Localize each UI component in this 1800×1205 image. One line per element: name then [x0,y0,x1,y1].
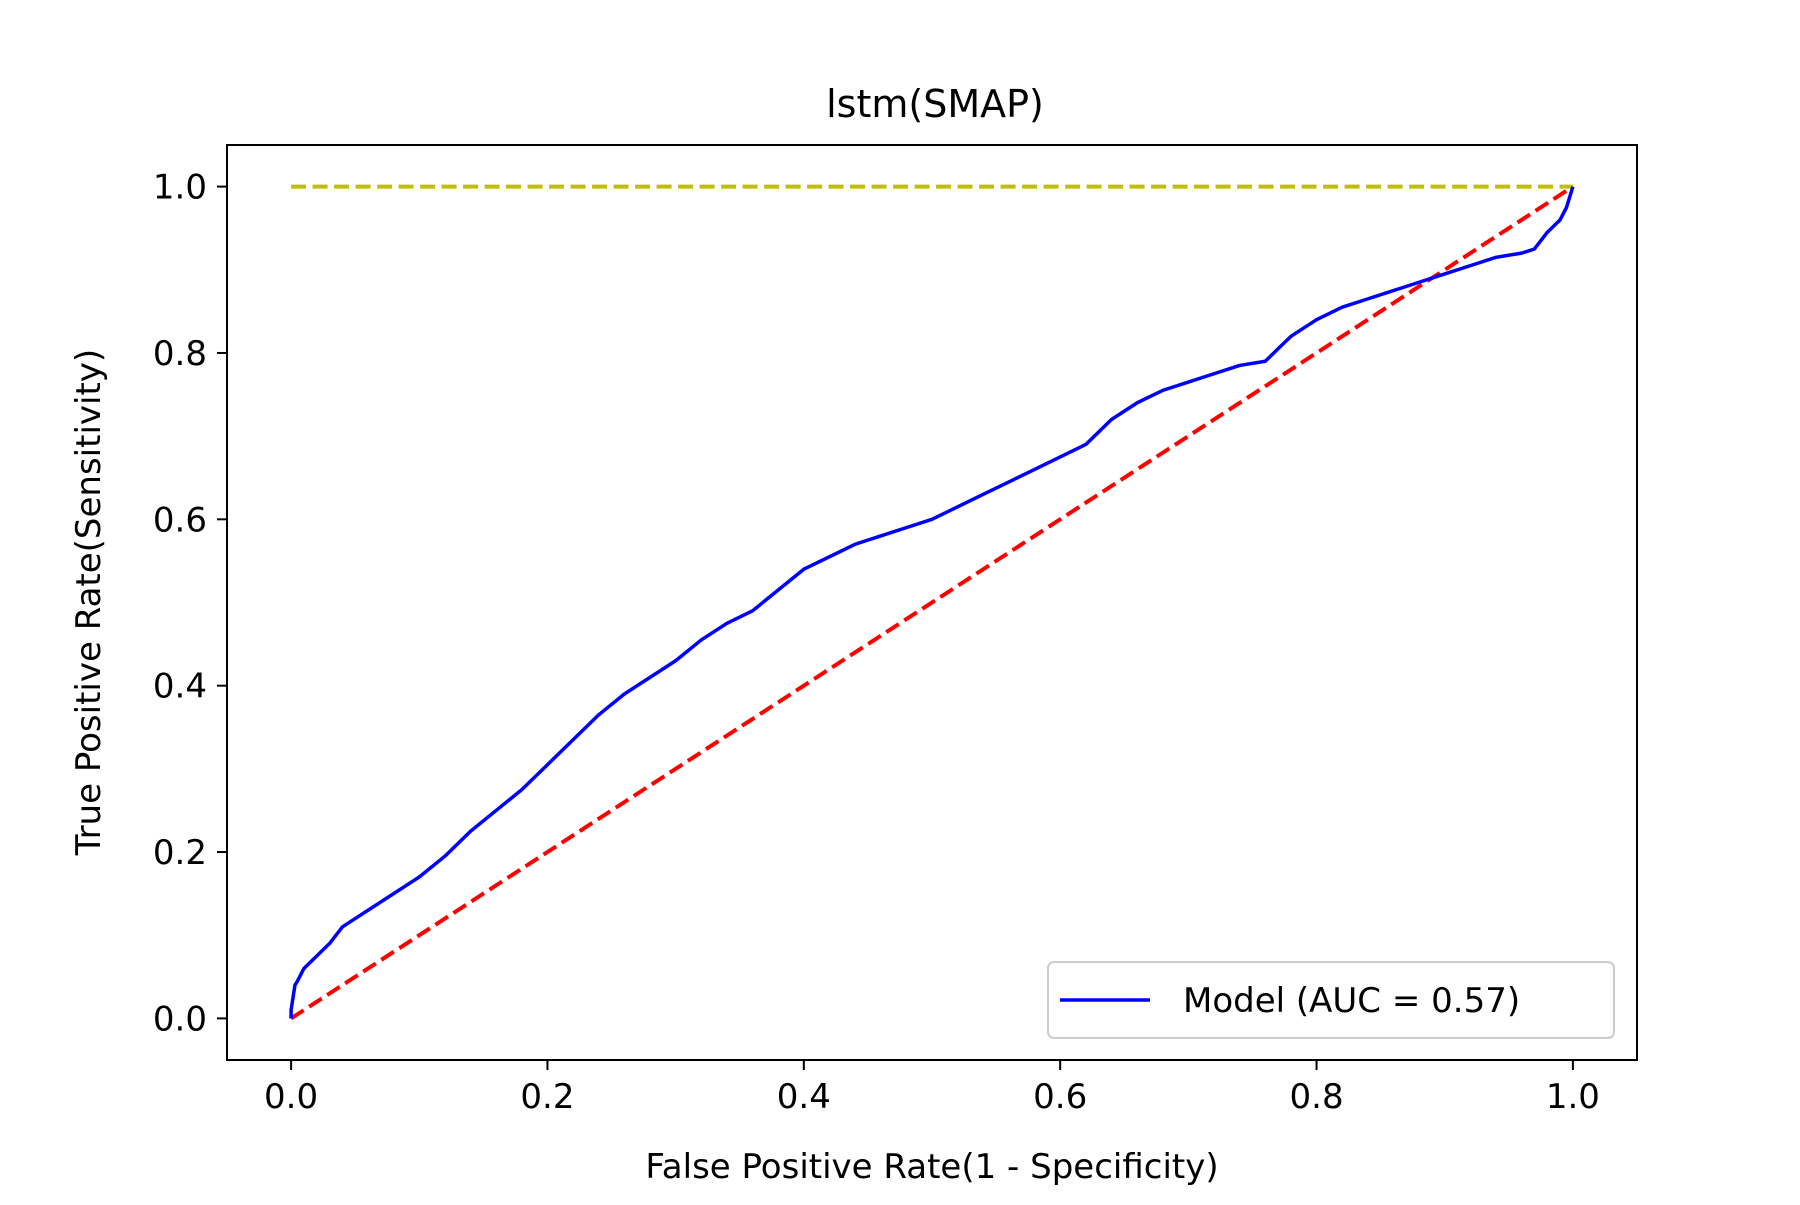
y-tick-label: 0.6 [153,500,207,540]
plot-frame [226,144,1638,1061]
legend-label-model: Model (AUC = 0.57) [1183,981,1520,1021]
x-tick-label: 1.0 [1546,1077,1600,1117]
y-tick-label: 0.4 [153,667,207,707]
model-roc-line [289,186,1575,1019]
legend-box [1047,961,1615,1039]
y-tick-label: 0.8 [153,334,207,374]
y-tick-label: 0.2 [153,833,207,873]
y-axis-label: True Positive Rate(Sensitivity) [69,349,109,856]
x-tick-label: 0.6 [1033,1077,1087,1117]
x-tick-label: 0.0 [264,1077,318,1117]
random-diagonal-line [290,184,1574,1021]
plot-area [289,184,1575,1021]
y-tick-label: 1.0 [153,168,207,208]
chart-title: lstm(SMAP) [826,82,1044,126]
y-tick-label: 0.0 [153,999,207,1039]
x-axis-label: False Positive Rate(1 - Specificity) [645,1147,1218,1187]
y-axis: 0.0 0.2 0.4 0.6 0.8 1.0 [153,168,227,1039]
legend: Model (AUC = 0.57) [1047,961,1615,1039]
x-tick-label: 0.4 [777,1077,831,1117]
x-tick-label: 0.2 [520,1077,574,1117]
x-tick-label: 0.8 [1290,1077,1344,1117]
x-axis: 0.0 0.2 0.4 0.6 0.8 1.0 [264,1060,1600,1117]
